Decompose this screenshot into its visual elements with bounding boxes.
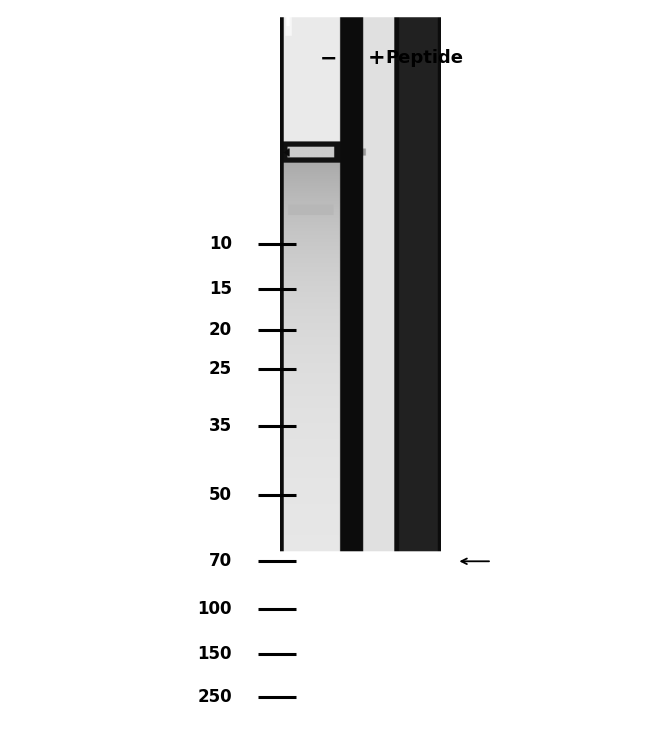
Text: 70: 70 [209,553,232,570]
Text: 35: 35 [209,418,232,435]
Text: 10: 10 [209,235,232,253]
Text: +: + [367,48,385,69]
Text: −: − [319,48,337,69]
Text: 50: 50 [209,486,232,504]
Text: 100: 100 [198,600,232,618]
Text: 20: 20 [209,321,232,339]
Text: 250: 250 [198,688,232,706]
Text: 150: 150 [198,645,232,663]
Text: Peptide: Peptide [385,50,463,67]
Text: 15: 15 [209,280,232,298]
Text: 25: 25 [209,360,232,377]
